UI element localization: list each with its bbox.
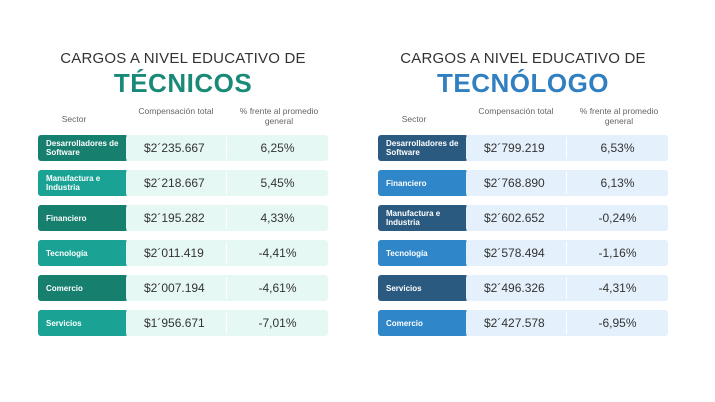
row-values: $2´007.194 -4,61% <box>126 275 328 301</box>
tecnicos-table-header: Sector Compensación total % frente al pr… <box>38 106 328 130</box>
sector-label: Comercio <box>38 275 128 301</box>
percent-value: -4,61% <box>258 281 297 295</box>
row-values: $1´956.671 -7,01% <box>126 310 328 336</box>
sector-label: Manufactura e Industria <box>378 205 468 231</box>
compensation-value: $2´496.326 <box>484 281 545 295</box>
tecnicos-title-line2: TÉCNICOS <box>113 68 253 98</box>
table-row: Desarrolladores de Software $2´799.219 6… <box>378 135 668 161</box>
cell-divider <box>566 137 567 159</box>
sector-label: Financiero <box>38 205 128 231</box>
row-values: $2´578.494 -1,16% <box>466 240 668 266</box>
table-row: Manufactura e Industria $2´218.667 5,45% <box>38 170 328 196</box>
percent-value: 6,25% <box>260 141 295 155</box>
row-values: $2´799.219 6,53% <box>466 135 668 161</box>
table-row: Comercio $2´007.194 -4,61% <box>38 275 328 301</box>
sector-label: Manufactura e Industria <box>38 170 128 196</box>
header-compensation: Compensación total <box>138 106 214 116</box>
header-percent: % frente al promedio general <box>579 106 659 126</box>
cell-divider <box>226 207 227 229</box>
sector-label: Comercio <box>378 310 468 336</box>
cell-divider <box>566 207 567 229</box>
percent-value: 6,53% <box>600 141 635 155</box>
table-row: Financiero $2´195.282 4,33% <box>38 205 328 231</box>
compensation-value: $2´235.667 <box>144 141 205 155</box>
compensation-value: $2´195.282 <box>144 211 205 225</box>
row-values: $2´218.667 5,45% <box>126 170 328 196</box>
header-sector: Sector <box>401 114 427 124</box>
sector-label: Desarrolladores de Software <box>378 135 468 161</box>
table-row: Comercio $2´427.578 -6,95% <box>378 310 668 336</box>
table-row: Servicios $2´496.326 -4,31% <box>378 275 668 301</box>
sector-label: Tecnología <box>38 240 128 266</box>
tecnologo-rows: Desarrolladores de Software $2´799.219 6… <box>378 135 668 336</box>
table-row: Tecnología $2´578.494 -1,16% <box>378 240 668 266</box>
cell-divider <box>226 277 227 299</box>
tecnologo-title-line1: CARGOS A NIVEL EDUCATIVO DE <box>400 50 646 67</box>
percent-value: 4,33% <box>260 211 295 225</box>
tecnicos-panel: CARGOS A NIVEL EDUCATIVO DE TÉCNICOS Sec… <box>38 50 328 336</box>
percent-value: -7,01% <box>258 316 297 330</box>
row-values: $2´496.326 -4,31% <box>466 275 668 301</box>
cell-divider <box>566 242 567 264</box>
percent-value: -4,31% <box>598 281 637 295</box>
table-row: Manufactura e Industria $2´602.652 -0,24… <box>378 205 668 231</box>
percent-value: 6,13% <box>600 176 635 190</box>
sector-label: Financiero <box>378 170 468 196</box>
percent-value: -0,24% <box>598 211 637 225</box>
table-row: Desarrolladores de Software $2´235.667 6… <box>38 135 328 161</box>
percent-value: -1,16% <box>598 246 637 260</box>
tecnologo-panel: CARGOS A NIVEL EDUCATIVO DE TECNÓLOGO Se… <box>378 50 668 336</box>
sector-label: Servicios <box>38 310 128 336</box>
compensation-value: $2´011.419 <box>144 246 204 260</box>
row-values: $2´195.282 4,33% <box>126 205 328 231</box>
cell-divider <box>226 172 227 194</box>
row-values: $2´235.667 6,25% <box>126 135 328 161</box>
tecnologo-title-line2: TECNÓLOGO <box>436 68 610 98</box>
tecnicos-rows: Desarrolladores de Software $2´235.667 6… <box>38 135 328 336</box>
compensation-value: $2´007.194 <box>144 281 205 295</box>
tecnicos-title-line1: CARGOS A NIVEL EDUCATIVO DE <box>60 50 306 67</box>
compensation-value: $2´427.578 <box>484 316 545 330</box>
compensation-value: $2´799.219 <box>484 141 545 155</box>
compensation-value: $2´602.652 <box>484 211 545 225</box>
compensation-value: $2´578.494 <box>484 246 545 260</box>
cell-divider <box>566 312 567 334</box>
cell-divider <box>566 172 567 194</box>
header-sector: Sector <box>61 114 87 124</box>
cell-divider <box>226 312 227 334</box>
tecnologo-table-header: Sector Compensación total % frente al pr… <box>378 106 668 130</box>
header-compensation: Compensación total <box>478 106 554 116</box>
compensation-value: $2´218.667 <box>144 176 205 190</box>
cell-divider <box>226 137 227 159</box>
sector-label: Tecnología <box>378 240 468 266</box>
sector-label: Desarrolladores de Software <box>38 135 128 161</box>
header-percent: % frente al promedio general <box>239 106 319 126</box>
table-row: Servicios $1´956.671 -7,01% <box>38 310 328 336</box>
compensation-value: $1´956.671 <box>144 316 205 330</box>
compensation-value: $2´768.890 <box>484 176 545 190</box>
cell-divider <box>566 277 567 299</box>
percent-value: 5,45% <box>260 176 295 190</box>
percent-value: -6,95% <box>598 316 637 330</box>
sector-label: Servicios <box>378 275 468 301</box>
table-row: Financiero $2´768.890 6,13% <box>378 170 668 196</box>
row-values: $2´011.419 -4,41% <box>126 240 328 266</box>
percent-value: -4,41% <box>258 246 297 260</box>
table-row: Tecnología $2´011.419 -4,41% <box>38 240 328 266</box>
row-values: $2´768.890 6,13% <box>466 170 668 196</box>
row-values: $2´427.578 -6,95% <box>466 310 668 336</box>
row-values: $2´602.652 -0,24% <box>466 205 668 231</box>
cell-divider <box>226 242 227 264</box>
